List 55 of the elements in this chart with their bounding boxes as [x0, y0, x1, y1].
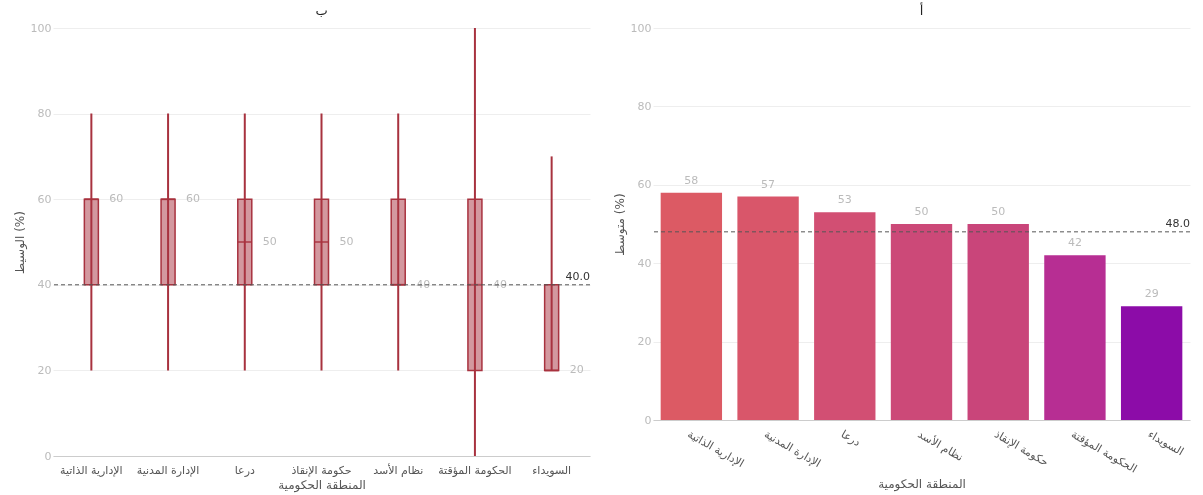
ref-line-label: 48.0 [1165, 216, 1190, 230]
x-tick-label: نظام الأسد [373, 462, 424, 477]
y-tick-label: 40 [637, 256, 652, 270]
x-tick-label: درعا [838, 427, 863, 450]
annotation: 60 [186, 192, 201, 206]
x-tick-label: حكومة الإنقاذ [291, 463, 352, 477]
annotation: 60 [109, 192, 124, 206]
y-tick-label: 0 [44, 449, 52, 463]
chart-title: ب [315, 3, 328, 18]
data-label: 50 [914, 205, 929, 218]
chart-title: أ [919, 2, 924, 18]
x-tick-label: الإدارة المدنية [136, 463, 200, 477]
y-tick-label: 20 [37, 363, 52, 377]
annotation: 20 [569, 363, 584, 377]
y-tick-label: 80 [637, 99, 652, 113]
bar [1120, 306, 1183, 420]
x-tick-label: الحكومة المؤقتة [1068, 427, 1140, 476]
x-tick-label: الإدارية الذاتية [685, 427, 747, 471]
annotation: 50 [339, 235, 354, 248]
y-tick-label: 60 [637, 178, 652, 192]
x-tick-label: نظام الأسد [915, 426, 966, 464]
annotation: 50 [262, 235, 277, 248]
data-label: 29 [1144, 287, 1159, 301]
y-tick-label: 100 [630, 21, 652, 35]
x-tick-label: درعا [234, 463, 255, 477]
y-tick-label: 100 [30, 21, 52, 35]
bar [967, 224, 1029, 420]
x-tick-label: السويداء [532, 463, 572, 477]
data-label: 50 [991, 205, 1006, 218]
bar [890, 224, 953, 420]
x-tick-label: السويداء [1145, 427, 1186, 459]
annotation: 40 [416, 277, 431, 291]
x-tick-label: حكومة الإنقاذ [992, 427, 1051, 469]
data-label: 42 [1067, 236, 1082, 250]
y-axis-title: متوسط (%) [612, 193, 628, 256]
bar [737, 196, 799, 420]
x-tick-label: الإدارية الذاتية [60, 463, 123, 477]
bar [814, 212, 876, 420]
y-tick-label: 20 [637, 335, 652, 349]
bar [1044, 255, 1106, 420]
y-tick-label: 60 [37, 192, 52, 206]
y-axis-title: الوسيط (%) [12, 211, 28, 274]
annotation: 40 [492, 277, 507, 291]
data-label: 57 [761, 177, 776, 191]
data-label: 58 [684, 173, 699, 187]
y-tick-label: 80 [37, 107, 52, 121]
y-tick-label: 0 [644, 413, 652, 427]
data-label: 53 [837, 193, 852, 207]
bar [660, 192, 723, 420]
y-tick-label: 40 [37, 278, 52, 292]
x-axis-title: المنطقة الحكومية [878, 476, 966, 492]
x-axis-title: المنطقة الحكومية [278, 477, 366, 493]
ref-line-label: 40.0 [565, 269, 590, 283]
x-tick-label: الحكومة المؤقتة [438, 463, 512, 477]
x-tick-label: الإدارة المدنية [762, 427, 823, 471]
